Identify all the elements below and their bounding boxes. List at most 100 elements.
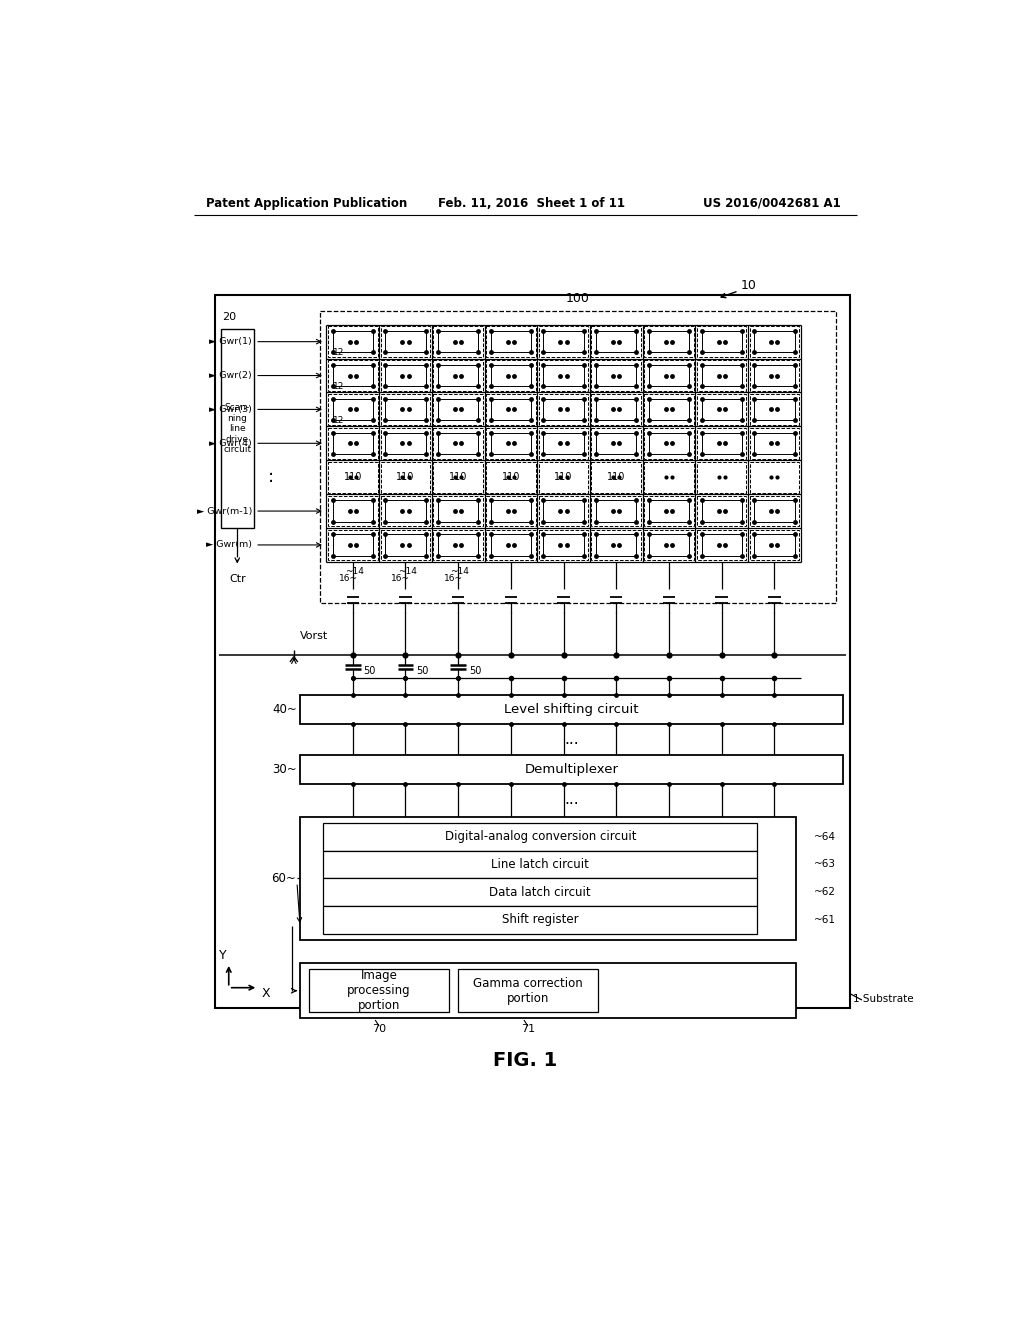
Bar [438,535,478,556]
Bar [324,906,758,933]
Text: Patent Application Publication: Patent Application Publication [206,197,407,210]
Bar [433,462,483,492]
Bar [750,360,799,391]
Bar [333,331,373,352]
Text: Image
processing
portion: Image processing portion [347,969,411,1012]
Text: Demultiplexer: Demultiplexer [524,763,618,776]
Bar [490,500,531,521]
Bar [592,496,641,527]
Text: Vorst: Vorst [300,631,329,642]
Bar [596,535,636,556]
Bar [438,399,478,420]
Bar [592,326,641,358]
Bar [701,331,741,352]
Text: Feb. 11, 2016  Sheet 1 of 11: Feb. 11, 2016 Sheet 1 of 11 [438,197,625,210]
Text: Ctr: Ctr [229,574,246,585]
Bar [300,755,843,784]
Text: Shift register: Shift register [502,913,579,927]
Bar [438,331,478,352]
Text: 12: 12 [333,381,344,391]
Bar [539,326,589,358]
Text: FIG. 1: FIG. 1 [493,1051,557,1071]
Bar [215,296,850,1007]
Bar [438,364,478,387]
Bar [750,428,799,459]
Bar [539,462,589,492]
Bar [701,433,741,454]
Bar [328,428,378,459]
Bar [539,529,589,560]
Text: 50: 50 [469,667,481,676]
Bar [221,330,254,528]
Text: ~64: ~64 [814,832,836,842]
Bar [385,500,426,521]
Bar [701,399,741,420]
Bar [644,360,693,391]
Text: 20: 20 [222,313,237,322]
Bar [328,395,378,425]
Text: 40~: 40~ [272,704,297,717]
Bar [592,395,641,425]
Bar [750,326,799,358]
Bar [381,428,430,459]
Bar [381,462,430,492]
Text: 60~: 60~ [271,871,296,884]
Bar [544,433,584,454]
Bar [755,331,795,352]
Text: 10: 10 [740,279,756,292]
Bar [328,360,378,391]
Bar [328,496,378,527]
Text: Line latch circuit: Line latch circuit [492,858,589,871]
Bar [644,496,693,527]
Bar [592,428,641,459]
Bar [324,850,758,878]
Bar [385,535,426,556]
Bar [433,496,483,527]
Bar [324,822,758,850]
Bar [755,364,795,387]
Bar [486,462,536,492]
Text: US 2016/0042681 A1: US 2016/0042681 A1 [703,197,841,210]
Bar [333,399,373,420]
Bar [333,364,373,387]
Text: 110: 110 [502,473,520,482]
Bar [701,500,741,521]
Text: 110: 110 [554,473,572,482]
Bar [544,535,584,556]
Bar [486,428,536,459]
Bar [596,331,636,352]
Bar [701,535,741,556]
Bar [544,331,584,352]
Bar [385,399,426,420]
Text: ~62: ~62 [814,887,836,898]
Text: ► Gwr(4): ► Gwr(4) [209,438,252,447]
Text: 71: 71 [521,1024,535,1035]
Text: ► Gwr(2): ► Gwr(2) [209,371,252,380]
Bar [644,462,693,492]
Bar [433,428,483,459]
Text: X: X [261,987,270,1001]
Bar [697,360,746,391]
Text: 70: 70 [372,1024,386,1035]
Bar [385,364,426,387]
Bar [321,312,836,603]
Bar [490,399,531,420]
Bar [433,326,483,358]
Text: :: : [268,469,274,486]
Bar [750,395,799,425]
Bar [309,969,449,1012]
Text: 12: 12 [333,348,344,358]
Bar [333,500,373,521]
Text: Scan-
ning
line
drive
circuit: Scan- ning line drive circuit [223,404,251,454]
Bar [381,395,430,425]
Text: ~14: ~14 [451,566,469,576]
Bar [381,496,430,527]
Bar [385,433,426,454]
Bar [649,364,689,387]
Text: ~63: ~63 [814,859,836,870]
Bar [697,428,746,459]
Text: Data latch circuit: Data latch circuit [489,886,591,899]
Text: 110: 110 [607,473,626,482]
Bar [328,326,378,358]
Bar [486,529,536,560]
